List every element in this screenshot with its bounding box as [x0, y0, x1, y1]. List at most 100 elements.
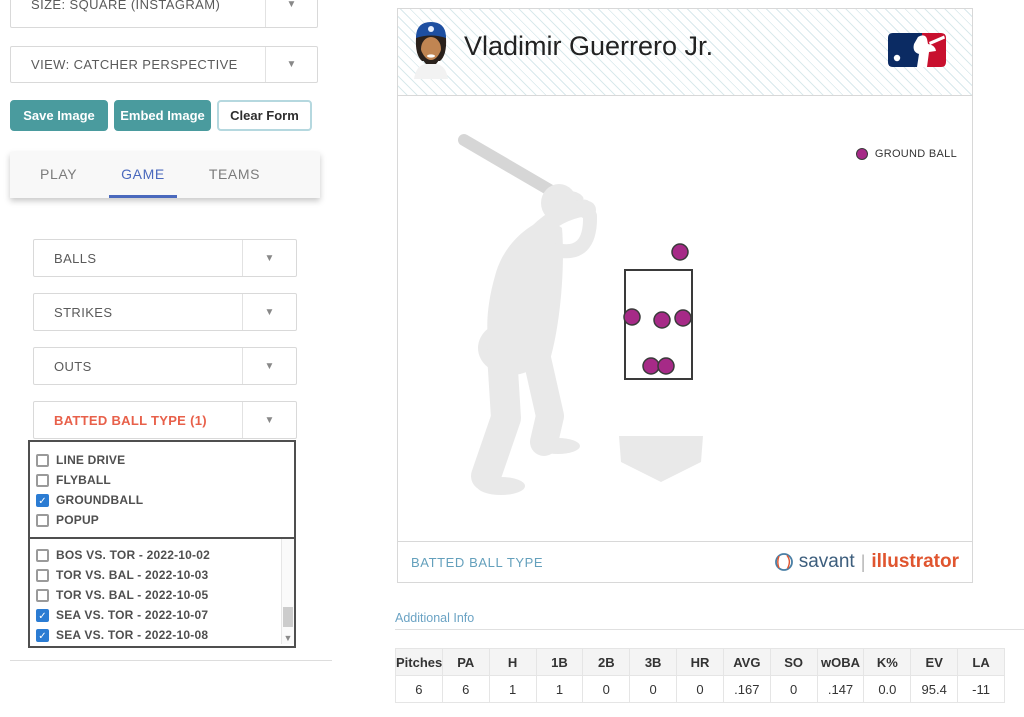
stats-value-cell: 0.0: [863, 675, 912, 703]
checkbox-checked-icon[interactable]: ✓: [36, 493, 49, 507]
batted-ball-option-label: FLYBALL: [56, 473, 111, 487]
stats-value-cell: 6: [441, 675, 490, 703]
checkbox-unchecked-icon[interactable]: [36, 473, 49, 487]
stats-column-header: 1B: [535, 648, 584, 676]
scrollbar-thumb[interactable]: [283, 607, 293, 627]
game-option[interactable]: TOR VS. BAL - 2022-10-03: [36, 565, 294, 585]
plot-legend: GROUND BALL: [855, 148, 957, 160]
ground-ball-dot: [653, 311, 671, 329]
batted-ball-type-select-label: BATTED BALL TYPE (1): [54, 412, 207, 428]
legend-label: GROUND BALL: [874, 148, 957, 160]
stats-column-header: PA: [441, 648, 490, 676]
pitch-plot-area: GROUND BALL: [398, 96, 972, 541]
game-option-label: TOR VS. BAL - 2022-10-05: [56, 588, 209, 602]
tab-play[interactable]: PLAY: [40, 165, 78, 182]
scrollbar-down-arrow-icon[interactable]: ▼: [283, 633, 293, 643]
batter-plot-svg: [458, 134, 703, 495]
stats-value-cell: 0: [629, 675, 678, 703]
savant-illustrator-logo: savant | illustrator: [774, 551, 959, 573]
clear-form-button[interactable]: Clear Form: [217, 100, 312, 131]
batted-ball-option-label: POPUP: [56, 513, 100, 527]
game-option-label: SEA VS. TOR - 2022-10-08: [56, 628, 209, 642]
checkbox-unchecked-icon[interactable]: [36, 453, 49, 467]
batter-silhouette: [471, 184, 598, 495]
stats-column-header: SO: [769, 648, 818, 676]
stats-column-header: 2B: [582, 648, 631, 676]
additional-info-divider: [395, 629, 1024, 630]
stats-header-row: Pitches PA H 1B 2B 3B HR AVG SO wOBA K% EV LA: [395, 648, 1005, 676]
ground-ball-dot: [674, 309, 692, 327]
stats-column-header: Pitches: [395, 648, 443, 676]
stats-value-cell: 0: [676, 675, 724, 703]
game-option-label: TOR VS. BAL - 2022-10-03: [56, 568, 209, 582]
mlb-logo: [888, 33, 946, 67]
save-image-button[interactable]: Save Image: [10, 100, 108, 131]
tab-teams[interactable]: TEAMS: [208, 165, 261, 182]
stats-value-row: 6 6 1 1 0 0 0.167 0.147 0.0 95.4 -11: [395, 675, 1005, 703]
stats-value-cell: 95.4: [910, 675, 959, 703]
view-select[interactable]: VIEW: CATCHER PERSPECTIVE ▼: [10, 46, 318, 83]
stats-value-cell: 1: [488, 675, 537, 703]
batted-ball-option-group: LINE DRIVE FLYBALL ✓ GROUNDBALL POPUP: [30, 442, 294, 539]
batted-ball-option-label: GROUNDBALL: [56, 493, 144, 507]
stats-column-header: LA: [957, 648, 1005, 676]
balls-select-label: BALLS: [54, 250, 97, 266]
stats-column-header: 3B: [629, 648, 678, 676]
stats-column-header: EV: [910, 648, 959, 676]
ground-ball-legend-dot-icon: [855, 148, 868, 160]
game-option-label: BOS VS. TOR - 2022-10-02: [56, 548, 210, 562]
chevron-down-icon[interactable]: ▼: [265, 47, 317, 82]
stats-value-cell: -11: [957, 675, 1005, 703]
balls-select[interactable]: BALLS ▼: [33, 239, 297, 277]
stats-value-cell: 0: [582, 675, 631, 703]
batted-ball-option[interactable]: ✓ GROUNDBALL: [36, 490, 294, 510]
chevron-down-icon[interactable]: ▼: [242, 294, 296, 330]
game-option[interactable]: BOS VS. TOR - 2022-10-02: [36, 545, 294, 565]
size-select[interactable]: SIZE: SQUARE (INSTAGRAM) ▼: [10, 0, 318, 28]
chevron-down-icon[interactable]: ▼: [242, 240, 296, 276]
batted-ball-option-label: LINE DRIVE: [56, 453, 126, 467]
game-option-group: BOS VS. TOR - 2022-10-02 TOR VS. BAL - 20…: [30, 539, 294, 644]
strikes-select[interactable]: STRIKES ▼: [33, 293, 297, 331]
stats-column-header: K%: [863, 648, 912, 676]
chevron-down-icon[interactable]: ▼: [242, 402, 296, 438]
outs-select-label: OUTS: [54, 358, 92, 374]
card-footer: BATTED BALL TYPE savant | illustrator: [398, 541, 972, 582]
stats-column-header: AVG: [722, 648, 771, 676]
checkbox-unchecked-icon[interactable]: [36, 548, 49, 562]
checkbox-checked-icon[interactable]: ✓: [36, 628, 49, 642]
checkbox-unchecked-icon[interactable]: [36, 513, 49, 527]
mode-tabbar: PLAY GAME TEAMS: [10, 152, 320, 198]
game-option[interactable]: ✓ SEA VS. TOR - 2022-10-07: [36, 605, 294, 625]
chevron-down-icon[interactable]: ▼: [265, 0, 317, 27]
illustration-card: Vladimir Guerrero Jr.: [397, 8, 973, 583]
game-option[interactable]: TOR VS. BAL - 2022-10-05: [36, 585, 294, 605]
stats-value-cell: .147: [816, 675, 865, 703]
brand-divider: |: [860, 551, 866, 572]
checkbox-unchecked-icon[interactable]: [36, 568, 49, 582]
brand-savant: savant: [798, 551, 855, 572]
outs-select[interactable]: OUTS ▼: [33, 347, 297, 385]
stats-value-cell: .167: [722, 675, 771, 703]
batted-ball-option[interactable]: FLYBALL: [36, 470, 294, 490]
strikes-select-label: STRIKES: [54, 304, 113, 320]
stats-value-cell: 1: [535, 675, 584, 703]
checkbox-checked-icon[interactable]: ✓: [36, 608, 49, 622]
embed-image-button[interactable]: Embed Image: [114, 100, 211, 131]
game-option[interactable]: ✓ SEA VS. TOR - 2022-10-08: [36, 625, 294, 645]
additional-info-title: Additional Info: [395, 611, 475, 625]
batted-ball-type-select[interactable]: BATTED BALL TYPE (1) ▼: [33, 401, 297, 439]
checkbox-unchecked-icon[interactable]: [36, 588, 49, 602]
baseball-icon: [774, 553, 793, 571]
scrollbar[interactable]: ▼: [281, 539, 294, 644]
batted-ball-option[interactable]: LINE DRIVE: [36, 450, 294, 470]
panel-divider: [10, 660, 332, 661]
batted-ball-option[interactable]: POPUP: [36, 510, 294, 530]
tab-game[interactable]: GAME: [109, 152, 177, 198]
ground-ball-dots: [623, 243, 692, 375]
chevron-down-icon[interactable]: ▼: [242, 348, 296, 384]
strike-zone-box: [624, 269, 693, 380]
view-select-label: VIEW: CATCHER PERSPECTIVE: [31, 57, 238, 72]
